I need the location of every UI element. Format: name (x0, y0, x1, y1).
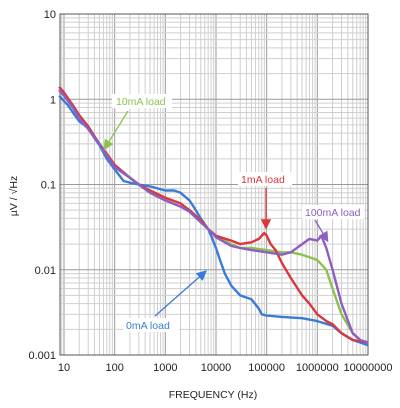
x-tick-labels: 10 100 1000 10000 100000 1000000 10000000 (58, 362, 393, 374)
x-tick-label: 10000000 (344, 362, 393, 374)
x-tick-label: 10 (58, 362, 70, 374)
annotation-0ma-bg (123, 318, 179, 332)
grid (60, 14, 369, 356)
y-tick-label: 0.001 (28, 350, 56, 362)
series-lines (58, 86, 369, 347)
y-tick-label: 10 (44, 9, 56, 21)
series-line-100ma-load (58, 88, 369, 344)
x-tick-label: 1000 (153, 362, 177, 374)
annotation-10ma-bg (112, 94, 172, 108)
x-tick-label: 100 (105, 362, 123, 374)
annotation-10ma-arrow (103, 110, 129, 151)
plot-frame (59, 13, 369, 356)
annotation-10ma-label: 10mA load (116, 96, 166, 108)
x-axis-title: FREQUENCY (Hz) (169, 389, 257, 401)
annotation-0ma-arrow (154, 270, 207, 317)
x-tick-label: 10000 (201, 362, 232, 374)
x-tick-label: 1000000 (296, 362, 339, 374)
annotations: 10mA load 1mA load 100mA load 0mA load (103, 94, 364, 332)
annotation-1ma-bg (238, 172, 292, 186)
y-axis-title: µV / √Hz (8, 176, 20, 216)
annotation-100ma-bg (302, 205, 364, 219)
annotation-100ma-arrow (314, 219, 329, 243)
y-tick-label: 0.01 (35, 265, 56, 277)
annotation-1ma-label: 1mA load (241, 174, 285, 186)
y-tick-labels: 0.001 0.01 0.1 1 10 (28, 9, 56, 362)
x-tick-label: 100000 (248, 362, 285, 374)
annotation-100ma-label: 100mA load (305, 207, 361, 219)
y-tick-label: 1 (50, 94, 56, 106)
y-tick-label: 0.1 (41, 180, 56, 192)
annotation-0ma-label: 0mA load (126, 320, 170, 332)
